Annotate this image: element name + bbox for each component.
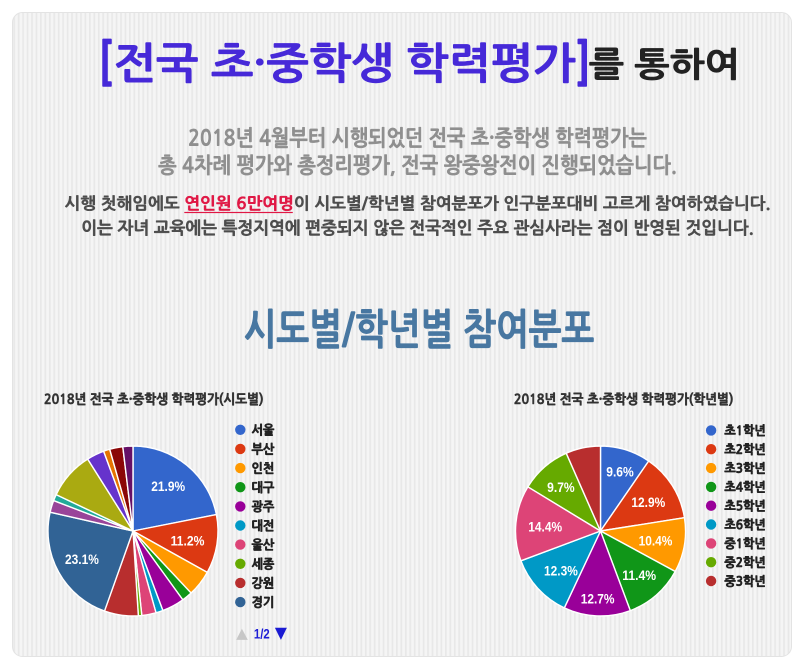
- svg-text:23.1%: 23.1%: [65, 552, 99, 568]
- svg-text:12.9%: 12.9%: [631, 495, 665, 511]
- svg-text:12.7%: 12.7%: [581, 592, 615, 608]
- svg-text:1/2: 1/2: [254, 625, 270, 641]
- svg-text:14.4%: 14.4%: [528, 519, 562, 535]
- svg-text:12.3%: 12.3%: [544, 563, 578, 579]
- svg-text:9.6%: 9.6%: [606, 465, 634, 481]
- svg-text:11.2%: 11.2%: [171, 534, 205, 550]
- svg-text:10.4%: 10.4%: [639, 534, 673, 550]
- svg-text:11.4%: 11.4%: [622, 568, 656, 584]
- svg-text:9.7%: 9.7%: [547, 480, 575, 496]
- svg-text:21.9%: 21.9%: [151, 479, 185, 495]
